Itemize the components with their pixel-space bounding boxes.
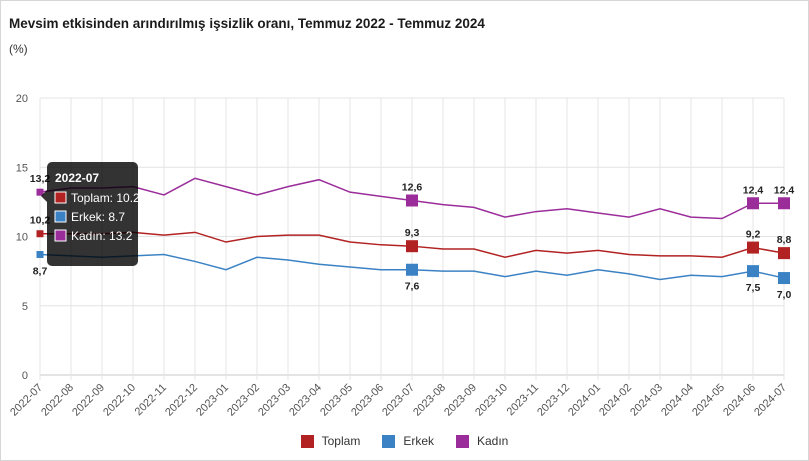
tooltip-swatch — [54, 229, 67, 242]
y-tick-label: 20 — [16, 93, 28, 105]
data-label: 9,2 — [746, 229, 761, 241]
tooltip-caret — [41, 190, 47, 202]
x-tick-label: 2023-01 — [194, 382, 231, 419]
data-point-kadın — [36, 188, 44, 196]
x-tick-label: 2024-02 — [597, 382, 634, 419]
data-label: 8,7 — [33, 266, 48, 278]
tooltip-swatch — [54, 191, 67, 204]
x-tick-label: 2023-03 — [256, 382, 293, 419]
data-point-toplam — [778, 247, 790, 260]
x-tick-label: 2022-10 — [101, 382, 138, 419]
x-tick-label: 2023-06 — [349, 382, 386, 419]
y-tick-label: 15 — [16, 162, 28, 174]
x-tick-label: 2024-04 — [659, 382, 696, 419]
x-tick-label: 2022-12 — [163, 382, 200, 419]
x-tick-label: 2023-02 — [225, 382, 262, 419]
legend-item-toplam[interactable]: Toplam — [300, 434, 361, 448]
x-tick-label: 2023-04 — [287, 382, 324, 419]
legend-item-erkek[interactable]: Erkek — [382, 434, 434, 448]
tooltip: 2022-07 Toplam: 10.2 Erkek: 8.7 Kadın: 13.2 — [41, 162, 140, 266]
data-label: 7,5 — [746, 282, 761, 294]
chart-unit: (%) — [9, 42, 28, 56]
chart-legend: Toplam Erkek Kadın — [0, 434, 809, 448]
y-tick-label: 10 — [16, 232, 28, 244]
x-tick-label: 2024-03 — [628, 382, 665, 419]
y-tick-label: 5 — [22, 301, 28, 313]
x-tick-label: 2022-09 — [70, 382, 107, 419]
x-tick-label: 2023-10 — [473, 382, 510, 419]
x-tick-label: 2023-12 — [535, 382, 572, 419]
data-point-erkek — [406, 263, 418, 276]
data-label: 10,2 — [30, 215, 51, 227]
tooltip-title: 2022-07 — [55, 171, 99, 185]
x-tick-label: 2024-07 — [752, 382, 789, 419]
legend-label-erkek: Erkek — [403, 434, 434, 448]
legend-label-toplam: Toplam — [321, 434, 361, 448]
data-point-erkek — [36, 251, 44, 259]
data-point-kadın — [406, 194, 418, 207]
chart-title: Mevsim etkisinden arındırılmış işsizlik … — [9, 16, 485, 31]
data-point-toplam — [747, 241, 759, 254]
x-tick-label: 2022-08 — [39, 382, 76, 419]
data-point-erkek — [778, 272, 790, 285]
tooltip-line: Erkek: 8.7 — [71, 210, 125, 224]
data-point-toplam — [406, 240, 418, 253]
legend-swatch-toplam — [300, 434, 314, 448]
data-label: 8,8 — [777, 234, 792, 246]
x-tick-label: 2023-11 — [505, 382, 541, 418]
legend-label-kadin: Kadın — [477, 434, 509, 448]
tooltip-swatch — [54, 210, 67, 223]
tooltip-box — [47, 162, 138, 266]
x-tick-label: 2023-09 — [442, 382, 479, 419]
data-label: 7,0 — [777, 289, 792, 301]
tooltip-line: Kadın: 13.2 — [71, 229, 133, 243]
data-label: 12,4 — [743, 184, 764, 196]
x-tick-label: 2023-05 — [318, 382, 355, 419]
legend-swatch-kadin — [456, 434, 469, 448]
data-label: 12,4 — [774, 184, 795, 196]
data-point-kadın — [747, 197, 759, 210]
x-tick-label: 2024-06 — [721, 382, 758, 419]
data-label: 7,6 — [405, 281, 420, 293]
x-tick-label: 2022-11 — [133, 382, 169, 418]
x-tick-label: 2023-07 — [380, 382, 417, 419]
x-tick-label: 2024-01 — [566, 382, 603, 419]
legend-item-kadin[interactable]: Kadın — [456, 434, 508, 448]
data-label: 13,2 — [30, 173, 51, 185]
y-tick-label: 0 — [22, 370, 28, 382]
data-label: 9,3 — [405, 227, 420, 239]
legend-swatch-erkek — [382, 434, 396, 448]
data-point-kadın — [778, 197, 790, 210]
data-label: 12,6 — [402, 181, 423, 193]
x-tick-label: 2024-05 — [690, 382, 727, 419]
data-point-toplam — [36, 230, 44, 238]
data-point-erkek — [747, 265, 759, 278]
x-tick-label: 2022-07 — [8, 382, 45, 419]
tooltip-line: Toplam: 10.2 — [71, 191, 140, 205]
x-tick-label: 2023-08 — [411, 382, 448, 419]
